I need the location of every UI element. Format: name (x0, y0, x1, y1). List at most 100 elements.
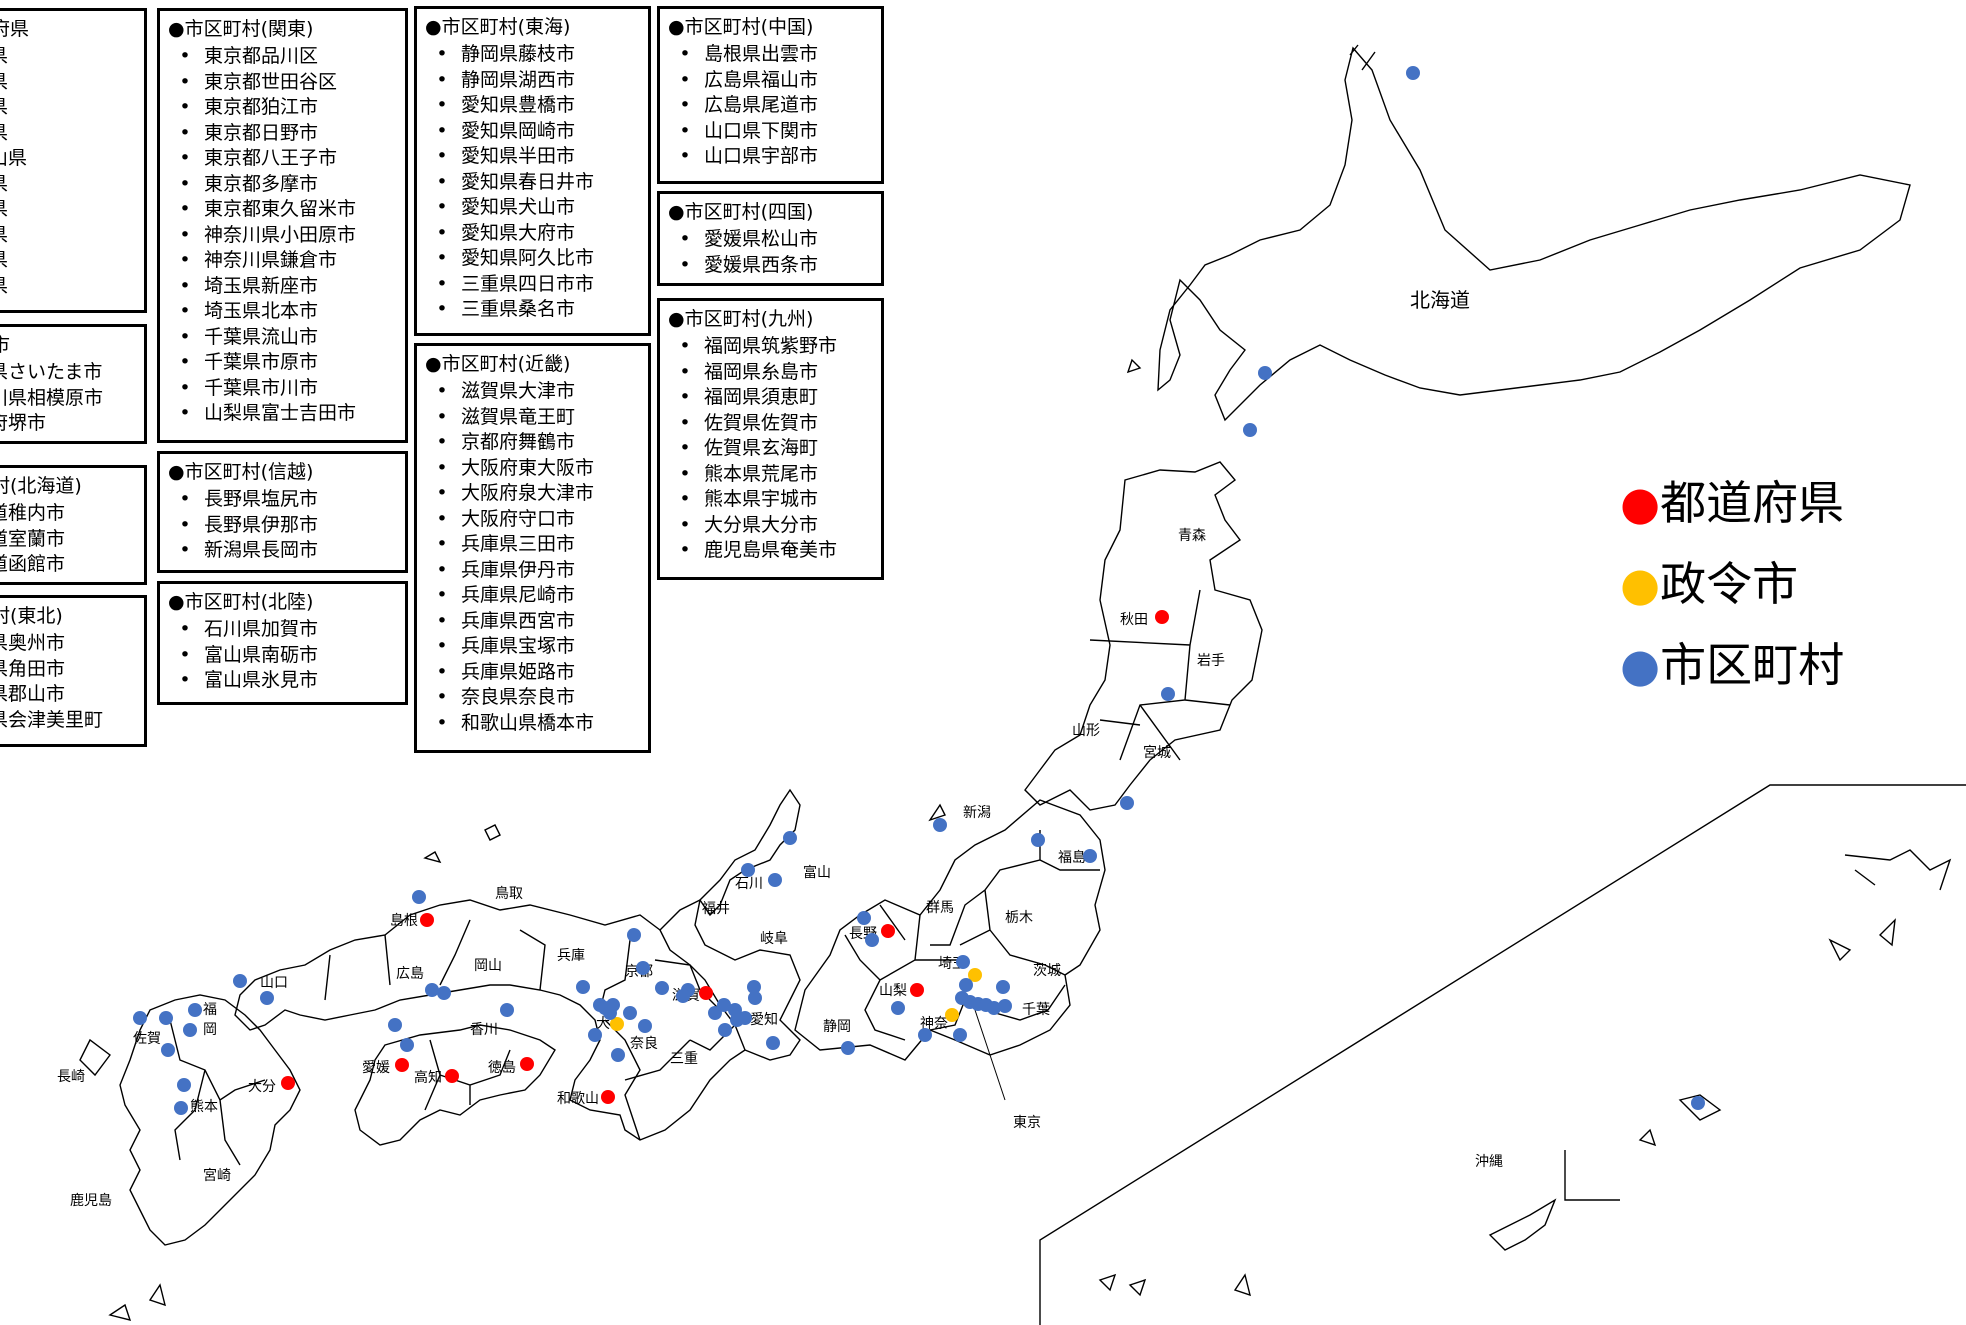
label-fukuoka-1: 福 (203, 1002, 217, 1018)
list-item: 東京都世田谷区 (168, 70, 397, 96)
marker-municipality (918, 1028, 932, 1042)
markers-designated-city (610, 968, 982, 1031)
marker-municipality (741, 863, 755, 877)
map-outlines (79, 44, 1966, 1325)
list-item: 神奈川県小田原市 (168, 223, 397, 249)
box-list: 東京都品川区 東京都世田谷区 東京都狛江市 東京都日野市 東京都八王子市 東京都… (168, 44, 397, 427)
marker-municipality (783, 831, 797, 845)
marker-municipality (1031, 833, 1045, 847)
marker-municipality (425, 983, 439, 997)
marker-prefecture (699, 986, 713, 1000)
legend-label: 市区町村 (1660, 638, 1845, 692)
list-item: 兵庫県姫路市 (425, 660, 640, 686)
marker-municipality (655, 981, 669, 995)
list-item: 千葉県市川市 (168, 376, 397, 402)
marker-municipality (728, 1003, 742, 1017)
list-item: 福岡県須恵町 (668, 385, 873, 411)
list-item: 大阪府東大阪市 (425, 456, 640, 482)
list-item: 千葉県流山市 (168, 325, 397, 351)
marker-prefecture (910, 983, 924, 997)
label-okayama: 岡山 (474, 958, 502, 974)
label-yamaguchi: 山口 (260, 975, 288, 991)
list-item: 道稚内市 (0, 502, 66, 524)
list-item: 東京都品川区 (168, 44, 397, 70)
box-title: 市 (0, 334, 11, 356)
box-hokuriku: ●市区町村(北陸) 石川県加賀市 富山県南砺市 富山県氷見市 (157, 581, 408, 705)
list-item: 県角田市 (0, 657, 66, 680)
list-item: 奈良県奈良市 (425, 685, 640, 711)
box-list: 静岡県藤枝市 静岡県湖西市 愛知県豊橋市 愛知県岡崎市 愛知県半田市 愛知県春日… (425, 42, 640, 323)
box-list: 福岡県筑紫野市 福岡県糸島市 福岡県須恵町 佐賀県佐賀市 佐賀県玄海町 熊本県荒… (668, 334, 873, 564)
marker-municipality (177, 1078, 191, 1092)
list-item: 東京都多摩市 (168, 172, 397, 198)
marker-municipality (576, 980, 590, 994)
marker-municipality (183, 1023, 197, 1037)
marker-municipality (174, 1101, 188, 1115)
marker-municipality (388, 1018, 402, 1032)
box-list: 長野県塩尻市 長野県伊那市 新潟県長岡市 (168, 487, 397, 564)
list-item: 熊本県荒尾市 (668, 462, 873, 488)
box-title: 府県 (0, 18, 30, 40)
label-aomori: 青森 (1178, 528, 1206, 544)
box-prefectures: 府県 県 県 県 県 山県 県 県 県 県 県 (0, 8, 147, 313)
marker-municipality (747, 980, 761, 994)
list-item: 滋賀県大津市 (425, 379, 640, 405)
marker-prefecture (601, 1090, 615, 1104)
marker-municipality (717, 998, 731, 1012)
marker-municipality (998, 999, 1012, 1013)
marker-municipality (400, 1038, 414, 1052)
box-list: 道稚内市 道室蘭市 道函館市 (0, 501, 136, 578)
marker-prefecture (1155, 610, 1169, 624)
list-item: 兵庫県西宮市 (425, 609, 640, 635)
marker-municipality (748, 991, 762, 1005)
marker-municipality (1243, 423, 1257, 437)
marker-municipality (437, 986, 451, 1000)
label-osaka: 大 (596, 1016, 610, 1032)
marker-municipality (1083, 849, 1097, 863)
list-item: 静岡県藤枝市 (425, 42, 640, 68)
list-item: 道室蘭市 (0, 527, 66, 550)
marker-municipality (718, 1023, 732, 1037)
list-item: 県 (0, 223, 136, 249)
list-item: 石川県加賀市 (168, 617, 397, 643)
list-item: 愛知県犬山市 (425, 195, 640, 221)
list-item: 山県 (0, 147, 28, 169)
list-item: 愛媛県松山市 (668, 227, 873, 253)
yellow-dot-icon: ● (1620, 557, 1661, 611)
list-item: 県奥州市 (0, 632, 66, 654)
marker-designated-city (610, 1017, 624, 1031)
marker-municipality (636, 961, 650, 975)
label-iwate: 岩手 (1197, 653, 1225, 669)
legend-label: 政令市 (1660, 557, 1799, 611)
list-item: 千葉県市原市 (168, 350, 397, 376)
marker-municipality (891, 1001, 905, 1015)
list-item: 県郡山市 (0, 683, 66, 705)
marker-municipality (623, 1006, 637, 1020)
list-item: 埼玉県新座市 (168, 274, 397, 300)
label-miyagi: 宮城 (1143, 745, 1171, 761)
list-item: 兵庫県尼崎市 (425, 583, 640, 609)
label-kagawa: 香川 (470, 1022, 498, 1038)
marker-municipality (768, 873, 782, 887)
label-gunma: 群馬 (926, 900, 954, 916)
box-title: ●市区町村(中国) (668, 16, 814, 38)
legend-label: 都道府県 (1660, 476, 1845, 530)
marker-municipality (161, 1043, 175, 1057)
list-item: 島根県出雲市 (668, 42, 873, 68)
box-list: 愛媛県松山市 愛媛県西条市 (668, 227, 873, 278)
box-chugoku: ●市区町村(中国) 島根県出雲市 広島県福山市 広島県尾道市 山口県下関市 山口… (657, 6, 884, 184)
label-hokkaido: 北海道 (1410, 288, 1470, 312)
list-item: 三重県桑名市 (425, 297, 640, 323)
markers-prefecture (281, 610, 1169, 1104)
list-item: 大阪府泉大津市 (425, 481, 640, 507)
marker-municipality (1120, 796, 1134, 810)
label-nara: 奈良 (630, 1036, 658, 1052)
list-item: 県 (0, 197, 136, 223)
legend-item-designated-city: ●政令市 (1620, 556, 1798, 612)
label-hyogo: 兵庫 (557, 947, 585, 964)
marker-municipality (159, 1011, 173, 1025)
tokyo-callout-line (974, 1009, 1006, 1101)
box-shikoku: ●市区町村(四国) 愛媛県松山市 愛媛県西条市 (657, 191, 884, 286)
list-item: 福岡県糸島市 (668, 360, 873, 386)
